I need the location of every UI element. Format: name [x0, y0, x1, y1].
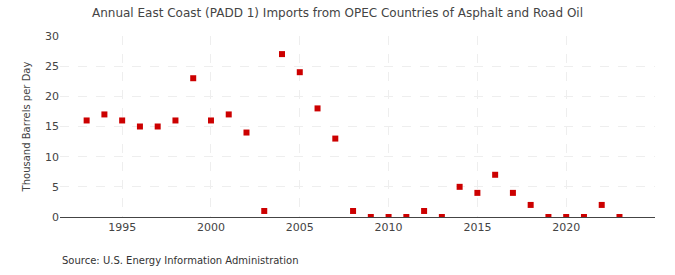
svg-text:15: 15	[45, 120, 59, 133]
svg-text:20: 20	[45, 90, 59, 103]
svg-text:2015: 2015	[463, 221, 491, 234]
svg-text:Thousand Barrels per Day: Thousand Barrels per Day	[21, 62, 32, 193]
svg-text:2000: 2000	[197, 221, 225, 234]
svg-text:2005: 2005	[286, 221, 314, 234]
svg-text:Source: U.S. Energy Informatio: Source: U.S. Energy Information Administ…	[62, 255, 299, 266]
svg-text:2020: 2020	[552, 221, 580, 234]
svg-text:0: 0	[52, 211, 59, 224]
svg-text:Annual East Coast (PADD 1) Imp: Annual East Coast (PADD 1) Imports from …	[92, 6, 583, 20]
svg-text:30: 30	[45, 30, 59, 43]
svg-text:1995: 1995	[108, 221, 136, 234]
svg-text:2010: 2010	[375, 221, 403, 234]
svg-text:5: 5	[52, 181, 59, 194]
svg-text:10: 10	[45, 151, 59, 164]
svg-text:25: 25	[45, 60, 59, 73]
